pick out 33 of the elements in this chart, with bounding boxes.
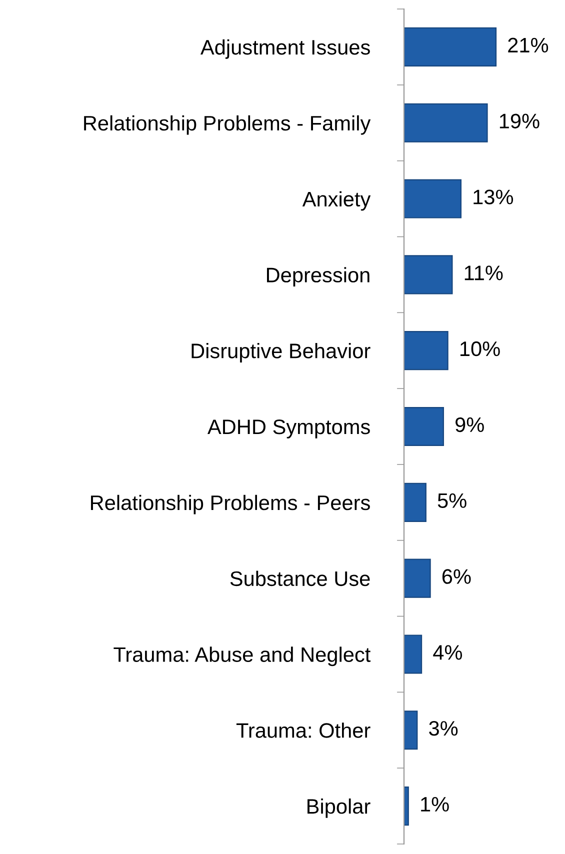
y-tick-label: Trauma: Abuse and Neglect: [114, 646, 371, 666]
y-tick-label: Substance Use: [230, 570, 370, 586]
y-tick-label: Depression: [267, 267, 370, 287]
bar: [404, 406, 444, 446]
y-tick-label: Bipolar: [308, 798, 370, 818]
y-tick-label: Relationship Problems - Family: [84, 115, 371, 135]
bar: [404, 634, 422, 674]
bar: [404, 179, 462, 218]
bar: [404, 558, 431, 598]
data-label: 13%: [474, 190, 514, 204]
y-tick-label: Relationship Problems - Peers: [91, 494, 370, 514]
data-label: 3%: [429, 720, 458, 736]
bar: [404, 331, 448, 370]
data-label: 19%: [500, 114, 540, 128]
data-label: 9%: [456, 417, 484, 432]
data-label: 4%: [433, 645, 462, 660]
data-label: 10%: [460, 341, 500, 356]
bar: [404, 710, 418, 750]
bar: [404, 255, 453, 294]
y-tick-label: Adjustment Issues: [200, 39, 370, 59]
y-tick-label: ADHD Symptoms: [207, 420, 370, 438]
bar: [404, 786, 409, 826]
data-label: 21%: [508, 38, 548, 52]
bar: [404, 27, 497, 66]
y-tick-label: Anxiety: [302, 191, 371, 211]
data-label: 1%: [421, 796, 449, 812]
y-tick-label: Trauma: Other: [236, 722, 370, 738]
bar: [404, 482, 426, 522]
y-tick-label: Disruptive Behavior: [192, 343, 370, 362]
data-label: 6%: [442, 569, 471, 584]
data-label: 5%: [438, 493, 466, 508]
data-label: 11%: [464, 266, 503, 280]
bar: [404, 103, 488, 142]
